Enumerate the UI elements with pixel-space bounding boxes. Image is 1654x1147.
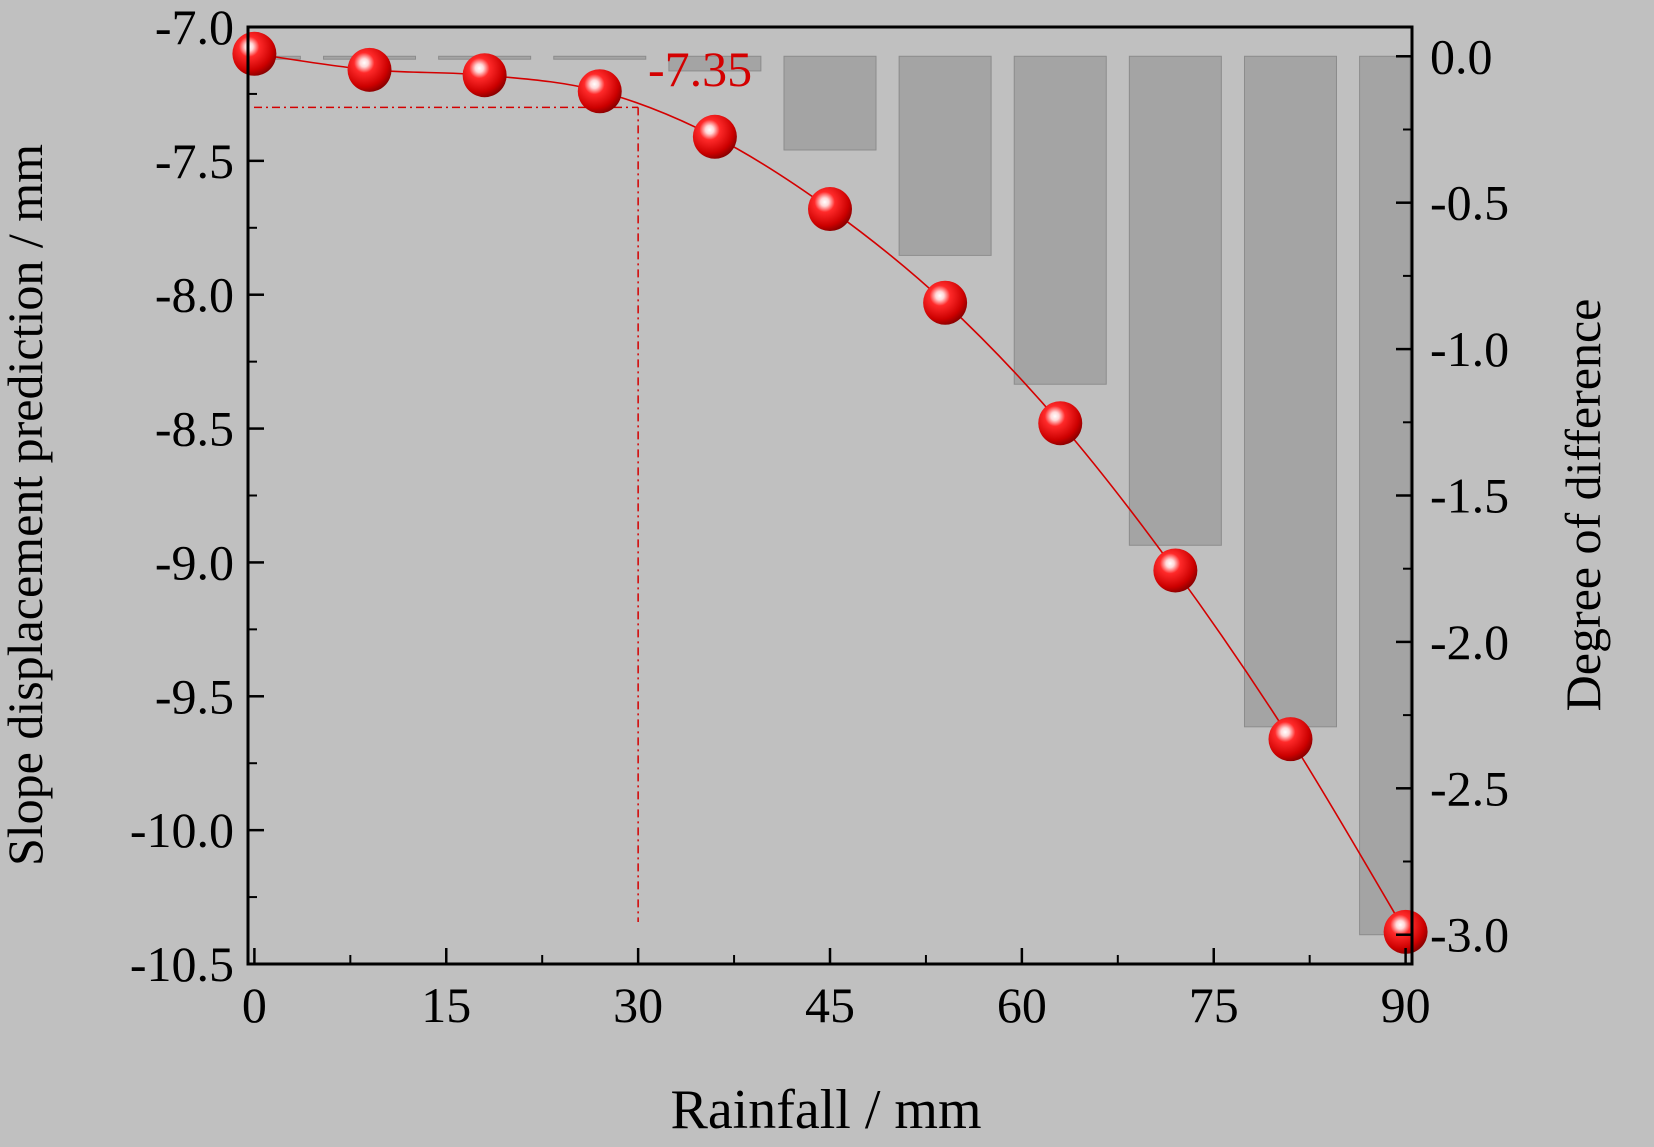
data-point-1 <box>347 47 392 92</box>
data-point-10 <box>1383 909 1428 954</box>
data-point-7 <box>1038 401 1083 446</box>
x-tick-label-3: 45 <box>805 977 855 1033</box>
data-point-3 <box>577 69 622 114</box>
annotation-label: -7.35 <box>648 41 752 97</box>
data-point-8 <box>1153 548 1198 593</box>
y-axis-left-label: Slope displacement prediction / mm <box>0 144 53 866</box>
x-tick-label-6: 90 <box>1381 977 1431 1033</box>
y-left-tick-label-1: -7.5 <box>155 133 234 189</box>
y-left-tick-label-2: -8.0 <box>155 267 234 323</box>
y-left-tick-label-4: -9.0 <box>155 534 234 590</box>
x-tick-label-2: 30 <box>613 977 663 1033</box>
data-point-6 <box>923 280 968 325</box>
data-point-4 <box>692 114 737 159</box>
data-point-5 <box>808 187 852 232</box>
reference-lines <box>254 106 639 922</box>
x-tick-label-0: 0 <box>242 977 267 1033</box>
bar-7 <box>1013 55 1107 385</box>
bar-8 <box>1128 55 1222 546</box>
bar-4 <box>668 55 762 72</box>
y-right-tick-label-5: -2.5 <box>1430 760 1509 816</box>
bar-3 <box>553 55 647 60</box>
labels-layer: Rainfall / mm Slope displacement predict… <box>0 41 1611 1141</box>
plot-frame <box>246 25 1414 966</box>
y-right-tick-label-2: -1.0 <box>1430 321 1509 377</box>
x-axis-label: Rainfall / mm <box>670 1079 981 1141</box>
data-point-0 <box>232 31 277 76</box>
series-line <box>254 52 1407 933</box>
x-tick-label-1: 15 <box>421 977 471 1033</box>
bar-6 <box>898 55 992 256</box>
y-right-tick-label-1: -0.5 <box>1430 175 1509 231</box>
y-axis-right-label: Degree of difference <box>1555 299 1611 712</box>
x-tick-label-5: 75 <box>1189 977 1239 1033</box>
y-right-tick-label-6: -3.0 <box>1430 907 1509 963</box>
data-point-9 <box>1268 717 1313 762</box>
data-point-2 <box>462 53 507 98</box>
y-left-tick-label-7: -10.5 <box>130 936 234 992</box>
axes-layer: 0 15 30 45 60 75 90 -7.0 -7.5 -8.0 -8.5 -9.0 -9.5 -10… <box>130 0 1509 1033</box>
y-left-tick-label-5: -9.5 <box>155 668 234 724</box>
bar-5 <box>783 55 877 151</box>
x-tick-label-4: 60 <box>997 977 1047 1033</box>
y-left-tick-label-3: -8.5 <box>155 401 234 457</box>
line-series-layer <box>232 31 1428 954</box>
y-left-tick-label-0: -7.0 <box>155 0 234 55</box>
bar-9 <box>1243 55 1337 728</box>
y-right-tick-label-0: 0.0 <box>1430 28 1493 84</box>
y-right-tick-label-4: -2.0 <box>1430 614 1509 670</box>
y-right-tick-label-3: -1.5 <box>1430 468 1509 524</box>
y-left-tick-label-6: -10.0 <box>130 802 234 858</box>
